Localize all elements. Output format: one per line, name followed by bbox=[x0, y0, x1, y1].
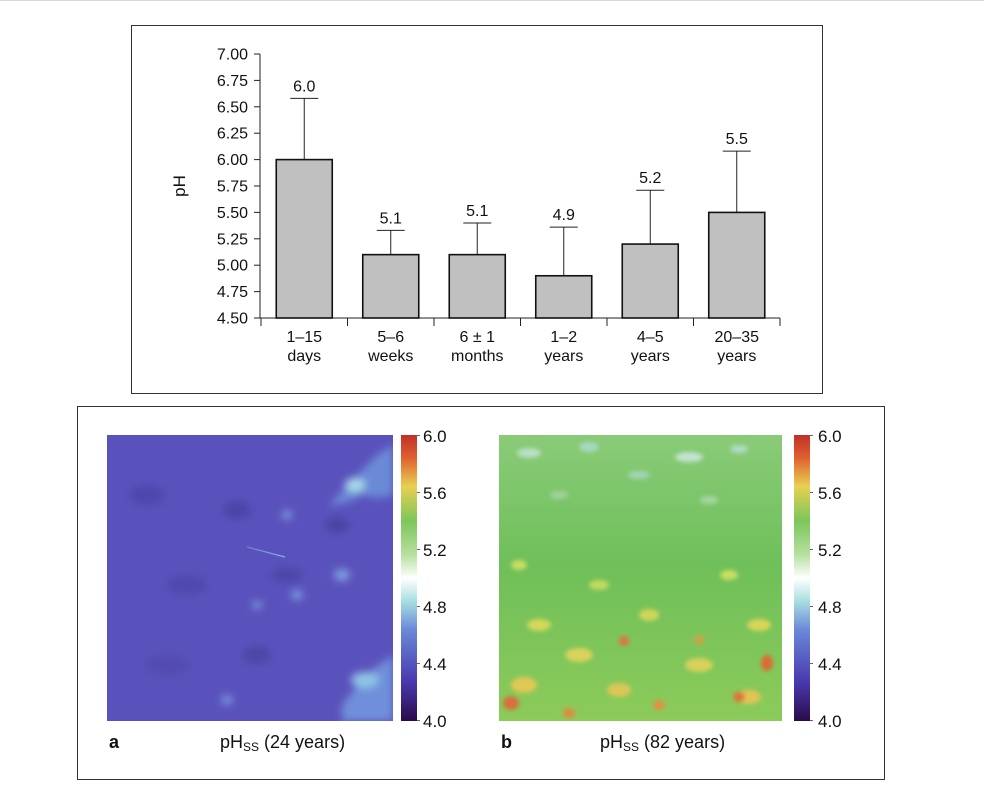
x-tick-label: years bbox=[717, 348, 756, 365]
ph-bar-chart: 4.50 4.75 5.00 5.25 5.50 5.75 6.00 6.25 6.50 6.75… bbox=[170, 47, 781, 365]
colorbar-a-tick bbox=[417, 606, 420, 607]
y-tick-label: 5.00 bbox=[217, 258, 248, 275]
heatmap-panel: 6.0 5.6 5.2 4.8 4.4 4.0 a pHSS (24 years… bbox=[77, 406, 885, 780]
colorbar-a-tick bbox=[417, 720, 420, 721]
colorbar-b-tick-label: 4.0 bbox=[818, 712, 842, 731]
caption-a: pHSS (24 years) bbox=[220, 732, 346, 754]
panel-a-label: a bbox=[109, 732, 120, 752]
y-tick-label: 5.50 bbox=[217, 205, 248, 222]
x-tick-label: days bbox=[287, 348, 321, 365]
bar bbox=[361, 253, 420, 319]
bar-value-label: 6.0 bbox=[293, 78, 315, 95]
x-tick-label: 4–5 bbox=[637, 329, 664, 346]
colorbar-a-tick bbox=[417, 549, 420, 550]
bar bbox=[534, 274, 593, 319]
colorbar-b-tick bbox=[810, 435, 813, 436]
bar-value-label: 5.5 bbox=[726, 131, 748, 148]
x-tick-label: 20–35 bbox=[715, 329, 760, 346]
colorbar-a-tick-label: 4.4 bbox=[423, 655, 447, 674]
y-axis-label: pH bbox=[170, 175, 189, 197]
bar-value-label: 5.1 bbox=[466, 203, 488, 220]
x-tick-label: 5–6 bbox=[377, 329, 404, 346]
y-tick-label: 5.75 bbox=[217, 179, 248, 196]
colorbar-a-tick-label: 4.0 bbox=[423, 712, 447, 731]
colorbar-a-tick-label: 6.0 bbox=[423, 427, 447, 446]
bar bbox=[707, 211, 766, 319]
bar-value-label: 5.1 bbox=[380, 210, 402, 227]
y-tick-label: 4.75 bbox=[217, 284, 248, 301]
colorbar-b-tick bbox=[810, 492, 813, 493]
x-tick-label: 1–2 bbox=[550, 329, 577, 346]
bar-value-label: 4.9 bbox=[553, 207, 575, 224]
y-tick-label: 4.50 bbox=[217, 311, 248, 328]
x-tick-label: weeks bbox=[367, 348, 413, 365]
bar bbox=[621, 243, 680, 319]
colorbar-b-tick bbox=[810, 606, 813, 607]
top-divider bbox=[0, 0, 984, 1]
colorbar-b-tick-label: 5.6 bbox=[818, 484, 842, 503]
heatmap-a-streak bbox=[246, 546, 286, 558]
colorbar-a-tick bbox=[417, 663, 420, 664]
colorbar-a-tick-label: 5.6 bbox=[423, 484, 447, 503]
colorbar-b-tick bbox=[810, 663, 813, 664]
panel-b-label: b bbox=[501, 732, 512, 752]
y-tick-label: 6.50 bbox=[217, 99, 248, 116]
colorbar-b bbox=[794, 435, 810, 721]
y-tick-label: 6.00 bbox=[217, 152, 248, 169]
colorbar-a-tick bbox=[417, 492, 420, 493]
colorbar-a-tick-label: 4.8 bbox=[423, 598, 447, 617]
y-tick-label: 7.00 bbox=[217, 47, 248, 64]
bar bbox=[448, 253, 507, 319]
colorbar-b-tick-label: 5.2 bbox=[818, 541, 842, 560]
bar-chart-panel: 4.50 4.75 5.00 5.25 5.50 5.75 6.00 6.25 6.50 6.75… bbox=[131, 25, 823, 394]
bar bbox=[275, 158, 334, 319]
heatmap-b-texture bbox=[503, 442, 773, 718]
heatmap-a-texture bbox=[129, 445, 393, 721]
x-tick-label: 6 ± 1 bbox=[460, 329, 496, 346]
y-tick-label: 6.75 bbox=[217, 73, 248, 90]
heatmap-a-background bbox=[107, 435, 393, 721]
colorbar-a-tick bbox=[417, 435, 420, 436]
colorbar-a-tick-label: 5.2 bbox=[423, 541, 447, 560]
colorbar-b-tick-label: 6.0 bbox=[818, 427, 842, 446]
x-tick-label: 1–15 bbox=[286, 329, 322, 346]
y-tick-label: 6.25 bbox=[217, 126, 248, 143]
colorbar-b-tick-label: 4.4 bbox=[818, 655, 842, 674]
colorbar-b-tick bbox=[810, 549, 813, 550]
y-tick-label: 5.25 bbox=[217, 231, 248, 248]
colorbar-b-tick-label: 4.8 bbox=[818, 598, 842, 617]
colorbar-a bbox=[401, 435, 417, 721]
heatmap-b bbox=[499, 435, 782, 721]
x-tick-label: years bbox=[631, 348, 670, 365]
caption-b: pHSS (82 years) bbox=[600, 732, 726, 754]
x-tick-label: years bbox=[544, 348, 583, 365]
colorbar-b-tick bbox=[810, 720, 813, 721]
heatmap-a bbox=[107, 435, 393, 721]
x-tick-label: months bbox=[451, 348, 503, 365]
bar-value-label: 5.2 bbox=[639, 170, 661, 187]
